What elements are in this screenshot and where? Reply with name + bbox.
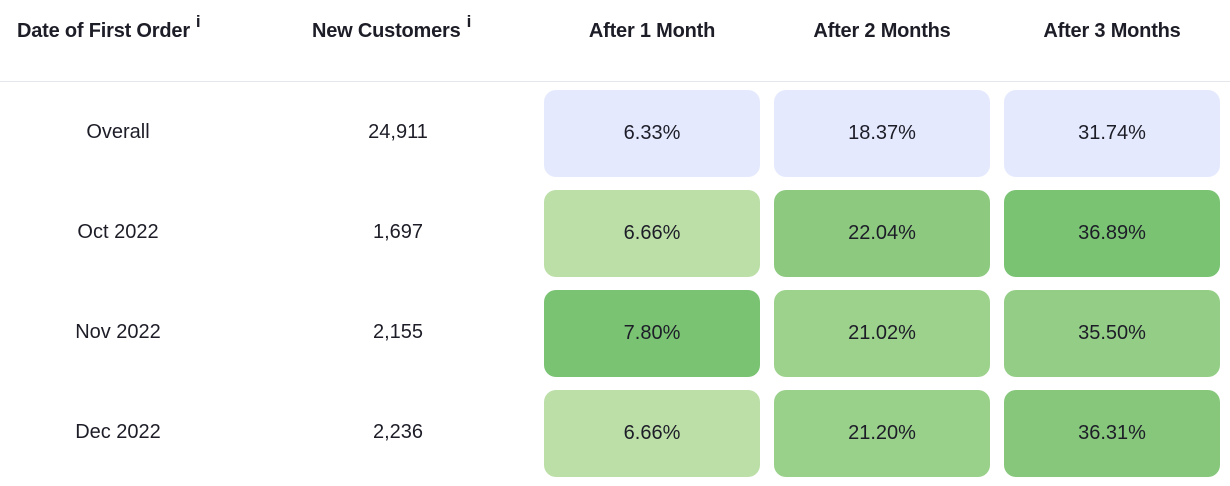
row-new-customers: 2,236: [372, 420, 424, 443]
column-header-label: Date of First Order: [17, 20, 190, 42]
table-row-nov-2022: Nov 2022 2,155 7.80% 21.02% 35.50%: [0, 282, 1230, 382]
retention-cell-month-1[interactable]: 6.33%: [544, 90, 760, 177]
info-icon[interactable]: i: [195, 12, 201, 31]
column-header-label: New Customers: [312, 20, 461, 42]
table-row-dec-2022: Dec 2022 2,236 6.66% 21.20% 36.31%: [0, 382, 1230, 482]
retention-cell-month-2[interactable]: 18.37%: [774, 90, 990, 177]
retention-cell-month-2[interactable]: 21.02%: [774, 290, 990, 377]
row-new-customers: 1,697: [372, 220, 424, 243]
retention-cell-month-3[interactable]: 36.89%: [1004, 190, 1220, 277]
column-header-after-1-month: After 1 Month: [588, 20, 716, 42]
column-header-after-2-months: After 2 Months: [813, 20, 951, 42]
table-row-overall: Overall 24,911 6.33% 18.37% 31.74%: [0, 82, 1230, 182]
column-header-after-3-months: After 3 Months: [1043, 20, 1181, 42]
retention-cell-month-3[interactable]: 31.74%: [1004, 90, 1220, 177]
row-new-customers: 24,911: [368, 120, 428, 143]
table-row-oct-2022: Oct 2022 1,697 6.66% 22.04% 36.89%: [0, 182, 1230, 282]
row-new-customers: 2,155: [372, 320, 424, 343]
info-icon[interactable]: i: [466, 12, 472, 31]
row-date: Oct 2022: [77, 220, 159, 243]
column-header-new-customers: New Customers i: [312, 12, 471, 43]
retention-cell-month-2[interactable]: 21.20%: [774, 390, 990, 477]
row-date: Nov 2022: [75, 320, 161, 343]
row-date: Dec 2022: [75, 420, 161, 443]
retention-cell-month-3[interactable]: 36.31%: [1004, 390, 1220, 477]
table-header: Date of First Order i New Customers i Afte…: [0, 0, 1230, 82]
column-header-date-of-first-order: Date of First Order i: [17, 12, 201, 43]
row-date: Overall: [86, 120, 150, 143]
retention-cell-month-2[interactable]: 22.04%: [774, 190, 990, 277]
retention-cell-month-1[interactable]: 6.66%: [544, 390, 760, 477]
retention-cell-month-1[interactable]: 6.66%: [544, 190, 760, 277]
retention-cell-month-3[interactable]: 35.50%: [1004, 290, 1220, 377]
retention-cell-month-1[interactable]: 7.80%: [544, 290, 760, 377]
